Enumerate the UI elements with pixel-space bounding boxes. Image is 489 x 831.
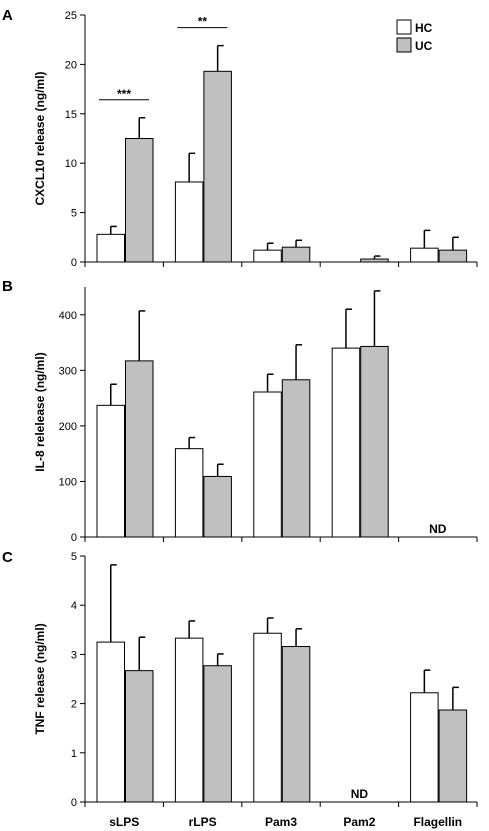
bar-uc-pam3 <box>281 379 311 538</box>
y-tick-label: 0 <box>71 797 77 809</box>
bar-hc-pam2 <box>331 347 361 538</box>
x-tick-label: Pam2 <box>343 815 375 829</box>
bar-hc-pam3 <box>253 391 282 538</box>
bar-uc-pam3 <box>281 646 311 803</box>
bar-uc-pam2 <box>360 258 389 263</box>
bar-uc-rlps <box>203 475 232 538</box>
y-tick-label: 300 <box>59 365 77 377</box>
bar-hc-flagellin <box>410 692 439 803</box>
significance-label: *** <box>117 87 131 101</box>
bar-hc-rlps <box>174 181 204 263</box>
x-tick-label: Pam3 <box>265 815 297 829</box>
y-axis-title: CXCL10 release (ng/ml) <box>33 71 47 205</box>
bar-hc-slps <box>96 641 125 803</box>
y-tick-label: 4 <box>71 600 77 612</box>
y-tick-label: 0 <box>71 532 77 544</box>
bar-uc-flagellin <box>438 709 468 803</box>
x-tick-label: rLPS <box>189 815 217 829</box>
x-tick-label: Flagellin <box>413 815 462 829</box>
y-tick-label: 3 <box>71 649 77 661</box>
bar-uc-pam3 <box>281 246 311 263</box>
x-tick-label: sLPS <box>109 815 139 829</box>
y-tick-label: 15 <box>65 109 77 121</box>
y-tick-label: 5 <box>71 551 77 563</box>
legend-swatch-uc <box>396 37 412 53</box>
panel-letter-b: B <box>2 278 13 295</box>
panel-letter-c: C <box>2 549 13 566</box>
nd-label: ND <box>351 787 369 801</box>
bar-uc-rlps <box>203 70 232 263</box>
bar-hc-flagellin <box>410 247 439 263</box>
y-tick-label: 2 <box>71 699 77 711</box>
y-tick-label: 0 <box>71 257 77 269</box>
bar-hc-slps <box>96 404 125 538</box>
y-axis-title: TNF release (ng/ml) <box>33 623 47 734</box>
bar-uc-slps <box>125 360 154 538</box>
bar-hc-pam3 <box>253 632 282 803</box>
bar-hc-pam3 <box>253 249 282 263</box>
nd-label: ND <box>429 522 447 536</box>
y-tick-label: 10 <box>65 158 77 170</box>
y-tick-label: 100 <box>59 476 77 488</box>
legend-label-hc: HC <box>415 21 433 35</box>
bar-hc-rlps <box>174 448 204 538</box>
legend-label-uc: UC <box>415 39 433 53</box>
panel-letter-a: A <box>2 7 13 24</box>
legend-swatch-hc <box>396 19 412 35</box>
y-tick-label: 5 <box>71 208 77 220</box>
y-tick-label: 1 <box>71 748 77 760</box>
bar-uc-pam2 <box>360 345 389 538</box>
bar-uc-slps <box>125 670 154 803</box>
bar-hc-slps <box>96 233 125 263</box>
bar-uc-flagellin <box>438 249 468 263</box>
significance-label: ** <box>198 15 208 29</box>
y-tick-label: 25 <box>65 10 77 22</box>
y-tick-label: 20 <box>65 59 77 71</box>
bar-uc-rlps <box>203 665 232 803</box>
y-axis-title: IL-8 relelease (ng/ml) <box>33 352 47 471</box>
y-tick-label: 200 <box>59 421 77 433</box>
bar-uc-slps <box>125 138 154 263</box>
y-tick-label: 400 <box>59 310 77 322</box>
bar-hc-rlps <box>174 637 204 803</box>
